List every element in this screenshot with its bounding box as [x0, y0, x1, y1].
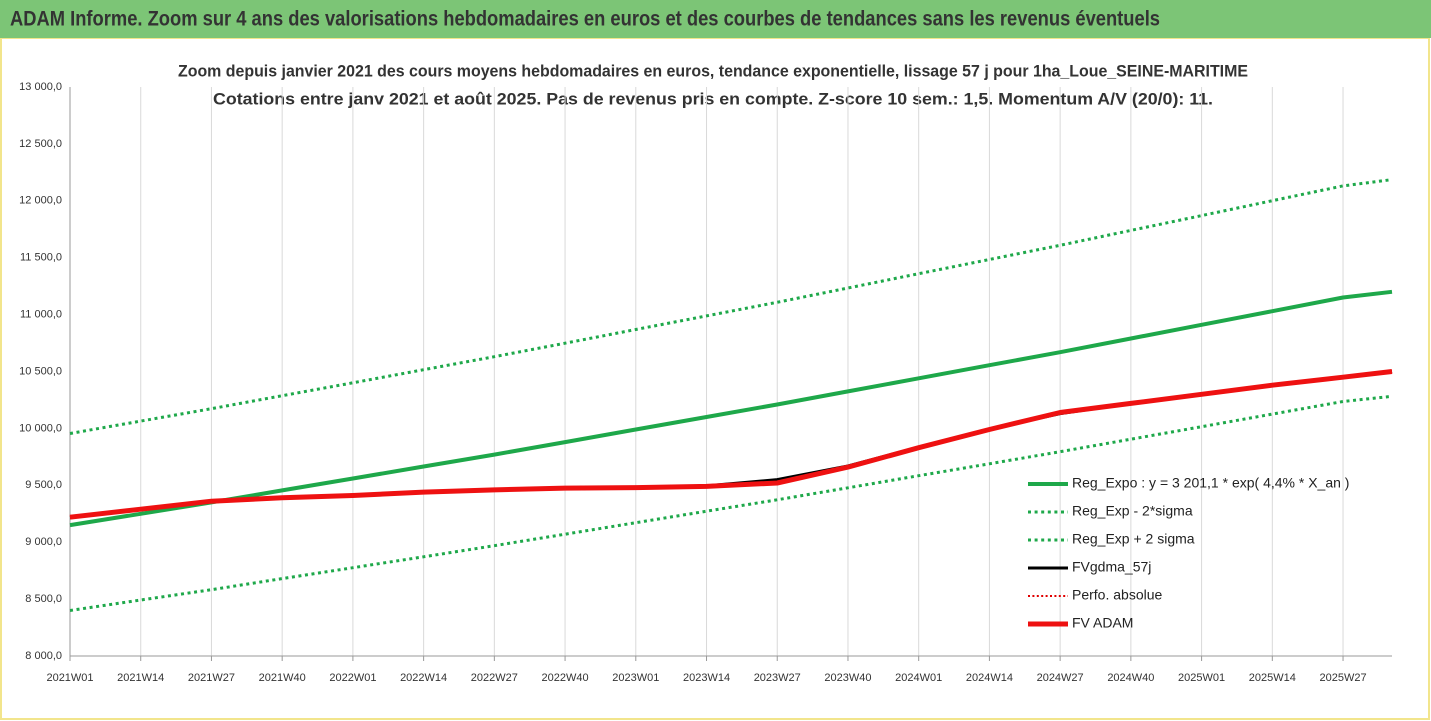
x-tick-label: 2025W01 — [1178, 672, 1225, 684]
x-tick-label: 2021W01 — [46, 672, 93, 684]
banner — [0, 0, 1431, 38]
series-line — [69, 394, 1393, 612]
legend-label: Reg_Exp - 2*sigma — [1072, 503, 1193, 519]
y-tick-label: 8 000,0 — [25, 650, 62, 662]
x-tick-label: 2022W01 — [329, 672, 376, 684]
x-tick-label: 2022W27 — [471, 672, 518, 684]
x-tick-label: 2023W27 — [754, 672, 801, 684]
x-tick-label: 2024W01 — [895, 672, 942, 684]
y-tick-label: 9 000,0 — [25, 536, 62, 548]
x-tick-label: 2022W40 — [542, 672, 589, 684]
y-tick-label: 9 500,0 — [25, 479, 62, 491]
y-tick-label: 11 500,0 — [20, 252, 62, 264]
y-tick-label: 11 000,0 — [20, 309, 62, 321]
y-tick-label: 10 500,0 — [19, 365, 62, 377]
legend-label: Reg_Expo : y = 3 201,1 * exp( 4,4% * X_a… — [1072, 475, 1349, 491]
y-tick-label: 10 000,0 — [19, 422, 62, 434]
chart-subtitle: Cotations entre janv 2021 et août 2025. … — [213, 89, 1213, 108]
x-tick-label: 2021W40 — [259, 672, 306, 684]
y-tick-label: 12 500,0 — [19, 138, 62, 150]
x-tick-label: 2024W14 — [966, 672, 1013, 684]
y-tick-label: 13 000,0 — [19, 81, 62, 93]
x-tick-label: 2024W27 — [1037, 672, 1084, 684]
legend-label: FV ADAM — [1072, 615, 1133, 631]
banner-title: ADAM Informe. Zoom sur 4 ans des valoris… — [10, 8, 1160, 31]
legend-label: FVgdma_57j — [1072, 559, 1151, 575]
x-tick-label: 2023W40 — [824, 672, 871, 684]
x-tick-label: 2025W14 — [1249, 672, 1296, 684]
x-tick-label: 2024W40 — [1107, 672, 1154, 684]
chart-title: Zoom depuis janvier 2021 des cours moyen… — [178, 61, 1248, 80]
series-line — [69, 369, 1393, 520]
legend-label: Perfo. absolue — [1072, 587, 1162, 603]
x-tick-label: 2021W27 — [188, 672, 235, 684]
y-tick-label: 12 000,0 — [19, 195, 62, 207]
x-tick-label: 2021W14 — [117, 672, 164, 684]
x-tick-label: 2022W14 — [400, 672, 447, 684]
x-tick-label: 2025W27 — [1319, 672, 1366, 684]
x-tick-label: 2023W14 — [683, 672, 730, 684]
x-tick-label: 2023W01 — [612, 672, 659, 684]
legend-label: Reg_Exp + 2 sigma — [1072, 531, 1195, 547]
series-line — [69, 289, 1393, 528]
y-tick-label: 8 500,0 — [25, 593, 62, 605]
